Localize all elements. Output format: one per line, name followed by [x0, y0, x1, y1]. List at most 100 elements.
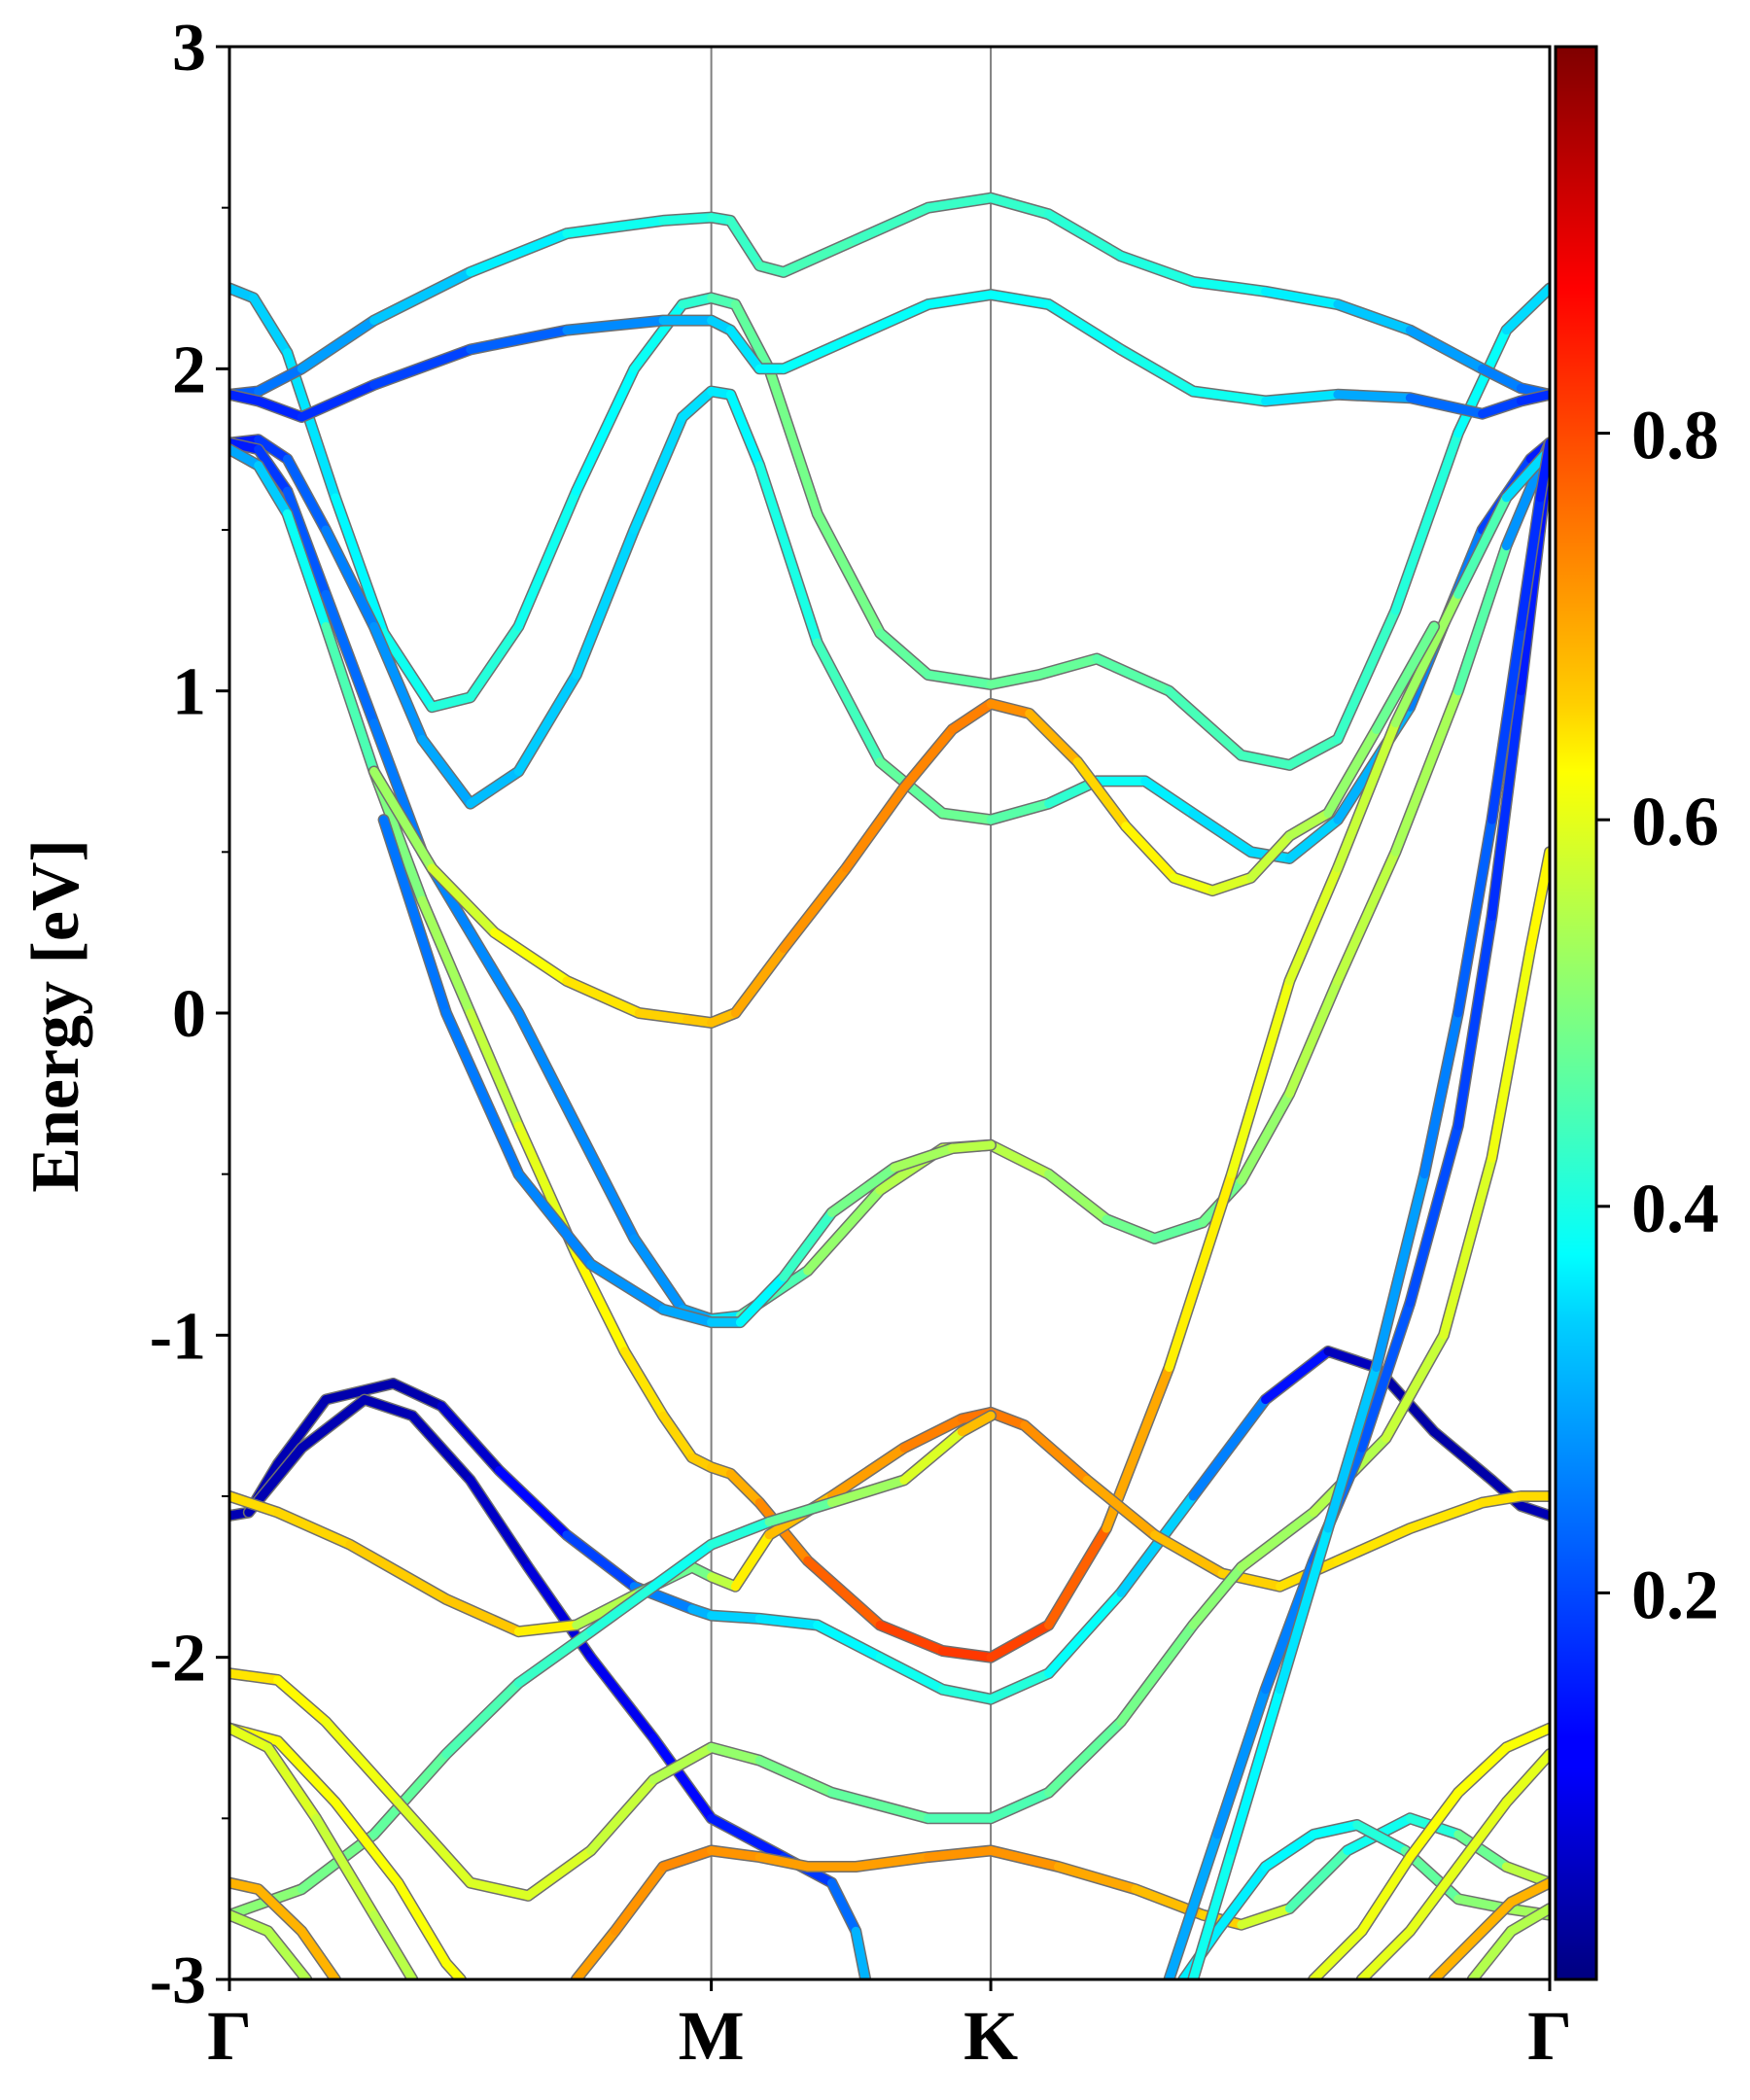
band-23 [1466, 1903, 1550, 1979]
band-4-segment [725, 390, 764, 471]
band-16-segment [229, 1878, 263, 1894]
band-5-segment [321, 589, 379, 728]
band-10-segment [360, 1395, 417, 1420]
band-7-segment [1121, 822, 1178, 883]
band-5-segment [986, 1140, 1054, 1179]
y-tick-label: 1 [172, 655, 206, 730]
band-7-segment [1072, 757, 1131, 831]
band-9-segment [437, 1401, 504, 1475]
colorbar-ticks: 0.2 0.4 0.6 0.8 [1596, 397, 1719, 1633]
band-13-segment [1237, 1508, 1318, 1572]
band-4-segment [369, 621, 427, 744]
band-2-segment [1116, 251, 1198, 287]
band-2-segment [924, 193, 996, 213]
band-8-segment [735, 1273, 788, 1327]
band-3-segment [1044, 299, 1126, 354]
band-13-segment [273, 1675, 331, 1727]
band-2-segment [986, 193, 1054, 219]
band-12 [229, 1410, 998, 1921]
band-1-segment [1501, 284, 1550, 335]
band-1-segment [466, 621, 523, 702]
bands [229, 192, 1550, 1979]
band-3-segment [725, 326, 764, 373]
band-7-segment [1372, 621, 1439, 734]
band-6-segment [254, 461, 292, 518]
band-13-segment [986, 1788, 1054, 1823]
band-5-segment [1453, 542, 1511, 696]
band-11-segment [513, 1621, 581, 1636]
band-18-segment [986, 1846, 1063, 1872]
band-3-segment [1333, 390, 1415, 402]
band-12-segment [957, 1411, 996, 1437]
band-3-segment [1516, 390, 1550, 405]
band-19-segment [1261, 1830, 1318, 1872]
band-11-segment [730, 1530, 774, 1592]
band-3 [229, 289, 1550, 423]
band-7-segment [1246, 831, 1294, 883]
band-1-segment [924, 670, 996, 689]
band-7-segment [841, 783, 909, 873]
band-1-segment [813, 508, 885, 638]
band-4-segment [1140, 776, 1198, 819]
band-3-segment [1188, 387, 1271, 405]
band-7-segment [1323, 724, 1382, 819]
band-7-segment [1284, 809, 1333, 841]
x-tick-label: K [963, 1997, 1018, 2075]
band-9-segment [1261, 1347, 1333, 1405]
band-15-segment [311, 1813, 379, 1920]
band-6-segment [283, 508, 331, 631]
band-13-segment [1488, 944, 1535, 1163]
band-22-segment [1468, 1898, 1516, 1945]
band-7-segment [730, 944, 788, 1018]
band-10-segment [466, 1475, 533, 1572]
band-7-segment [899, 724, 957, 792]
band-9-segment [495, 1466, 572, 1540]
band-5-segment [466, 928, 523, 1018]
band-14 [229, 1722, 467, 1979]
band-20-segment [1501, 1724, 1550, 1752]
band-13-segment [1382, 1330, 1449, 1443]
band-2 [229, 192, 1550, 401]
y-tick-label: 3 [172, 11, 206, 86]
band-1-segment [331, 493, 389, 638]
band-9-segment [1516, 1501, 1550, 1521]
band-14-segment [331, 1798, 402, 1888]
band-3-segment [1405, 393, 1488, 419]
band-8-segment [658, 1305, 717, 1327]
y-axis: -3 -2 -1 0 1 2 3 [150, 11, 229, 2018]
band-25-segment [1276, 1523, 1333, 1695]
band-6-segment [1165, 1170, 1237, 1372]
band-1-segment [730, 299, 774, 373]
band-23-segment [1506, 1904, 1550, 1936]
band-24 [1163, 443, 1550, 1979]
y-tick-label: -2 [150, 1622, 206, 1697]
colorbar-tick-label: 0.6 [1631, 783, 1719, 860]
band-9-segment [321, 1379, 398, 1405]
band-11-segment [827, 1443, 909, 1501]
band-7-segment [1169, 873, 1217, 895]
band-24-segment [1405, 1121, 1463, 1308]
band-11-segment [1333, 1523, 1415, 1565]
band-10-segment [297, 1395, 369, 1452]
band-6-segment [658, 1411, 697, 1462]
band-11-segment [441, 1594, 523, 1636]
band-10-segment [851, 1926, 870, 1979]
band-25-segment [1488, 621, 1525, 824]
band-18-segment [851, 1852, 933, 1872]
band-20-segment [1453, 1742, 1511, 1798]
band-6-segment [417, 895, 475, 1018]
band-2-segment [725, 216, 764, 270]
band-8-segment [379, 815, 451, 1018]
colorbar-tick-label: 0.8 [1631, 397, 1719, 474]
band-18-segment [658, 1846, 717, 1872]
band-11-segment [1405, 1498, 1488, 1533]
band-11-segment [345, 1540, 451, 1604]
band-8-segment [779, 1208, 836, 1282]
band-18-segment [1453, 1830, 1511, 1872]
band-5-segment [1237, 1089, 1294, 1185]
band-1-segment [379, 628, 437, 712]
band-23-segment [1468, 1926, 1516, 1979]
band-7-segment [562, 976, 644, 1018]
band-12-segment [441, 1678, 523, 1759]
